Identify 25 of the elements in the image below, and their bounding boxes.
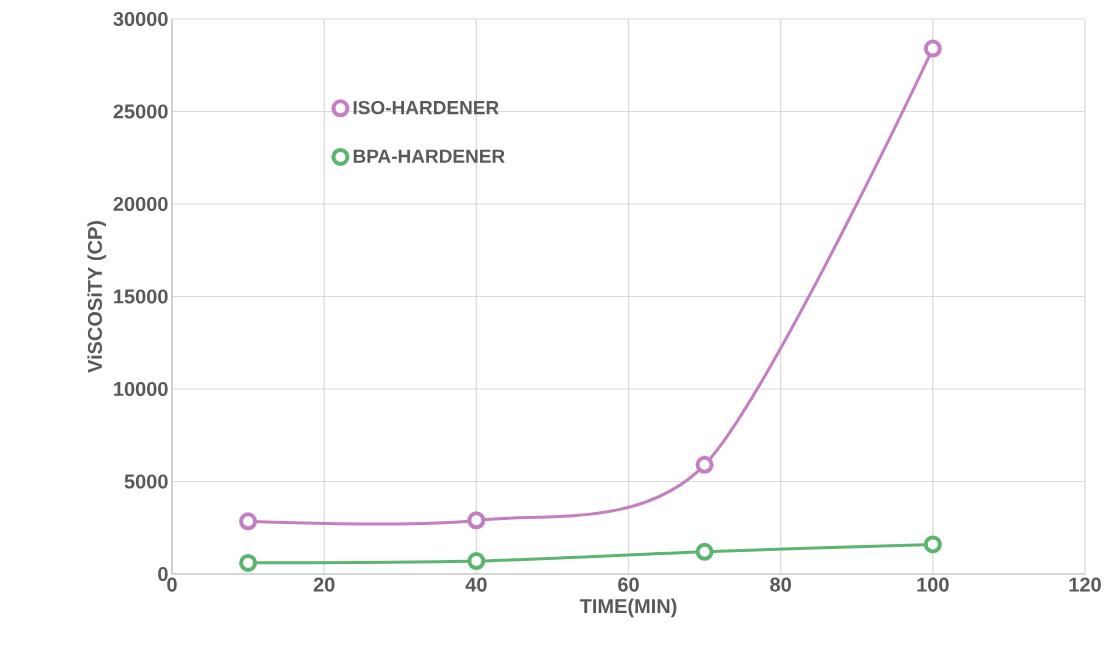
y-tick-label: 15000 (114, 289, 168, 304)
y-tick-label: 10000 (114, 381, 168, 397)
point (923, 39, 942, 58)
point (239, 553, 258, 572)
y-tick-label: 30000 (113, 11, 168, 27)
x-tick-label: 40 (465, 577, 487, 592)
x-tick-label: 120 (1069, 577, 1101, 592)
x-axis-title: TIME(MIN) (579, 598, 677, 618)
legend-label: ISO-HARDENER (353, 100, 499, 115)
x-tick-label: 20 (313, 577, 335, 592)
y-tick-label: 0 (158, 566, 168, 582)
point (695, 455, 714, 474)
point (695, 542, 714, 561)
y-tick-label: 20000 (113, 196, 168, 212)
point (923, 535, 942, 554)
point (467, 511, 486, 530)
x-tick-label: 100 (917, 577, 949, 592)
x-tick-label: 60 (618, 577, 639, 592)
y-tick-label: 5000 (124, 474, 168, 489)
point (239, 512, 258, 531)
point (467, 552, 486, 571)
y-tick-label: 25000 (113, 104, 168, 119)
legend-label: BPA-HARDENER (353, 149, 505, 163)
y-axis-title: ViSCOSiTY (CP) (87, 221, 106, 373)
x-tick-label: 80 (770, 577, 791, 592)
